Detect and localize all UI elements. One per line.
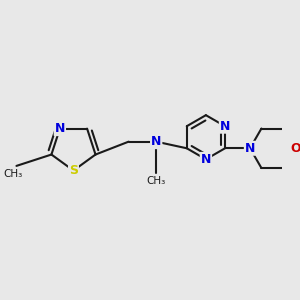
Text: CH₃: CH₃ [147,176,166,186]
Text: N: N [201,153,211,166]
Text: N: N [55,122,65,135]
Text: N: N [151,135,161,148]
Text: N: N [245,142,255,155]
Text: O: O [290,142,300,155]
Text: S: S [69,164,78,177]
Text: N: N [220,120,230,133]
Text: CH₃: CH₃ [3,169,22,179]
